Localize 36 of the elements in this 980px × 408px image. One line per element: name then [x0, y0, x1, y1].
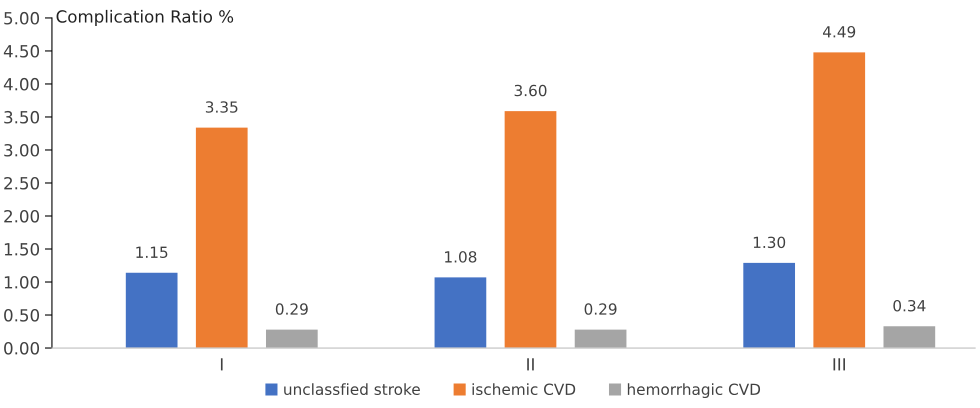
legend-label: unclassfied stroke [284, 383, 420, 396]
bar [503, 110, 558, 348]
bar [812, 50, 866, 348]
data-label: 1.30 [754, 236, 786, 248]
y-tick-label: 3.00 [4, 144, 40, 157]
y-tick-label: 1.50 [4, 242, 40, 256]
bar [264, 328, 320, 348]
data-label: 0.29 [276, 303, 308, 315]
y-tick-label: 0.00 [4, 342, 40, 355]
x-tick-label: III [834, 358, 845, 370]
bar [194, 126, 249, 348]
legend-label: hemorrhagic CVD [628, 383, 760, 398]
bar [433, 276, 488, 348]
bar [573, 328, 628, 348]
y-axis-title: Complication Ratio % [56, 10, 234, 26]
data-label: 0.29 [584, 303, 617, 315]
bar [882, 324, 937, 348]
bar [124, 271, 179, 348]
y-tick-label: 2.00 [4, 210, 40, 223]
y-tick-label: 0.50 [4, 308, 40, 322]
y-tick-label: 3.50 [4, 110, 40, 124]
y-tick-label: 1.00 [4, 276, 40, 289]
legend-label: ischemic CVD [472, 383, 576, 396]
data-label: 3.60 [514, 84, 546, 96]
data-label: 3.35 [206, 101, 238, 113]
y-tick-label: 4.50 [4, 44, 40, 58]
y-tick-label: 4.00 [4, 78, 40, 91]
y-tick-label: 5.00 [4, 12, 40, 25]
data-label: 4.49 [822, 26, 856, 38]
y-tick-label: 2.50 [4, 176, 40, 190]
data-label: 0.34 [893, 300, 926, 312]
x-tick-label: I [220, 358, 223, 370]
x-tick-label: II [527, 358, 534, 370]
data-label: 1.08 [445, 251, 476, 263]
bar [742, 262, 796, 348]
data-label: 1.15 [136, 246, 168, 258]
